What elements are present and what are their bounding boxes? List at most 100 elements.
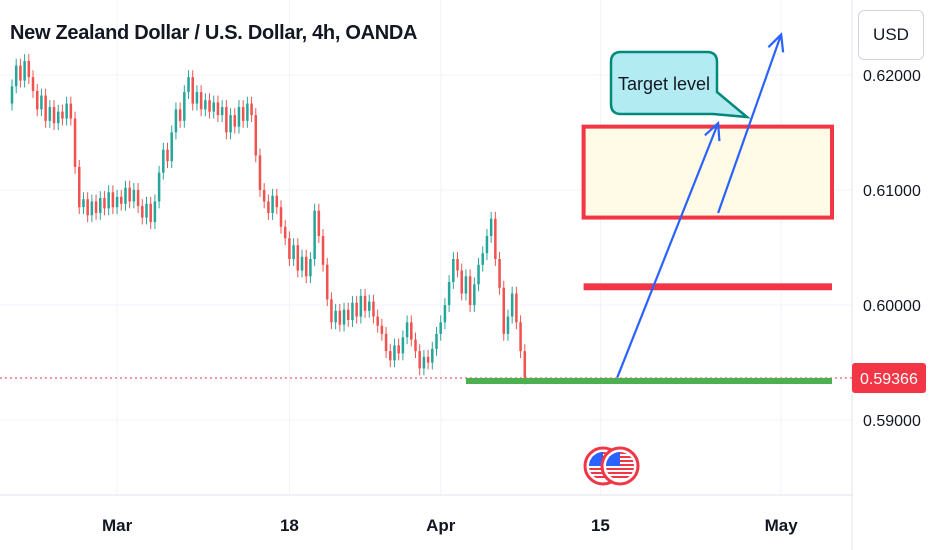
candle-body (120, 196, 123, 204)
candle-body (174, 109, 178, 133)
candle-body (191, 77, 194, 104)
callout-label: Target level (618, 74, 710, 94)
candle-body (94, 201, 98, 213)
candle-body (397, 345, 400, 354)
candle-body (23, 61, 26, 81)
time-tick-label: May (765, 516, 799, 535)
flag-stripe (606, 476, 634, 478)
candle-body (99, 198, 102, 213)
candle-body (52, 107, 56, 124)
candle-body (153, 201, 157, 223)
candle-body (157, 172, 161, 202)
callout-bubble (609, 50, 751, 119)
candle-body (426, 356, 430, 363)
target-callout[interactable]: Target level (609, 50, 751, 119)
current-price-tag (852, 363, 926, 394)
candle-body (389, 351, 392, 361)
candle-body (35, 90, 39, 110)
time-axis[interactable]: Mar 18 Apr 15 May (102, 516, 798, 535)
candle-body (422, 356, 426, 369)
candle-body (262, 189, 266, 202)
candle-body (355, 302, 358, 317)
candle-body (254, 115, 258, 156)
candle-body (283, 226, 287, 239)
candle-body (241, 107, 245, 121)
candle-body (443, 305, 447, 323)
candle-body (111, 192, 115, 208)
candle-body (384, 333, 388, 352)
candle-body (233, 115, 237, 127)
candle-body (321, 235, 325, 265)
candle-body (107, 192, 110, 209)
price-tick-label: 0.62000 (863, 68, 921, 85)
us-flag-icon[interactable] (600, 446, 640, 486)
candle-body (288, 238, 291, 260)
candle-body (229, 115, 232, 133)
candle-body (367, 301, 371, 311)
chart-overlays (0, 32, 852, 385)
candle-body (338, 310, 342, 325)
candle-body (250, 103, 253, 116)
candle-body (136, 189, 140, 207)
candle-body (468, 276, 472, 306)
time-tick-label: Apr (426, 516, 456, 535)
candle-body (187, 77, 190, 93)
candle-body (237, 107, 241, 127)
candle-body (145, 203, 148, 218)
candle-body (77, 166, 81, 208)
candle-body (439, 322, 442, 334)
candle-body (494, 218, 497, 260)
candle-body (27, 61, 31, 78)
price-tick-label: 0.61000 (863, 183, 921, 200)
candle-body (473, 284, 476, 306)
candle-body (351, 302, 354, 321)
candle-body (149, 203, 152, 223)
candle-body (128, 187, 131, 202)
time-tick-label: Mar (102, 516, 133, 535)
candle-body (19, 65, 22, 81)
time-tick-label: 15 (591, 516, 610, 535)
candle-body (346, 309, 350, 321)
candle-body (124, 187, 127, 204)
candle-body (405, 322, 409, 338)
candle-body (14, 65, 18, 87)
flag-stripe (589, 476, 617, 478)
price-axis[interactable]: 0.62000 0.61000 0.60000 0.59000 0.59366 (852, 68, 926, 430)
candle-body (510, 293, 514, 317)
candles (10, 54, 527, 385)
candle-body (300, 256, 304, 271)
candle-body (292, 245, 295, 260)
candle-body (523, 351, 527, 378)
projection-arrow-line (717, 34, 783, 214)
candle-body (313, 210, 316, 260)
candle-body (199, 92, 203, 110)
candle-body (325, 264, 329, 300)
candle-body (485, 235, 489, 254)
candle-body (519, 322, 522, 352)
candle-body (73, 118, 77, 167)
candle-body (225, 107, 228, 133)
time-tick-label: 18 (280, 516, 299, 535)
candle-body (317, 210, 321, 236)
candle-body (82, 199, 85, 208)
price-zones (581, 124, 834, 291)
candle-body (61, 111, 64, 119)
projection-arrow-head (767, 32, 785, 53)
candle-body (309, 259, 312, 277)
candle-body (359, 295, 363, 317)
currency-button[interactable]: USD (858, 10, 924, 60)
flag-stripe (606, 472, 634, 474)
candle-body (515, 293, 518, 323)
chart-title: New Zealand Dollar / U.S. Dollar, 4h, OA… (10, 22, 418, 44)
candle-body (132, 189, 136, 202)
projection-arrow-line (616, 122, 720, 378)
candle-body (246, 103, 249, 121)
candle-body (212, 102, 216, 112)
resistance-band (583, 283, 832, 291)
candle-body (204, 100, 207, 110)
candle-body (267, 201, 270, 213)
event-markers[interactable] (583, 446, 640, 486)
candle-body (380, 325, 384, 334)
candle-body (220, 107, 224, 116)
